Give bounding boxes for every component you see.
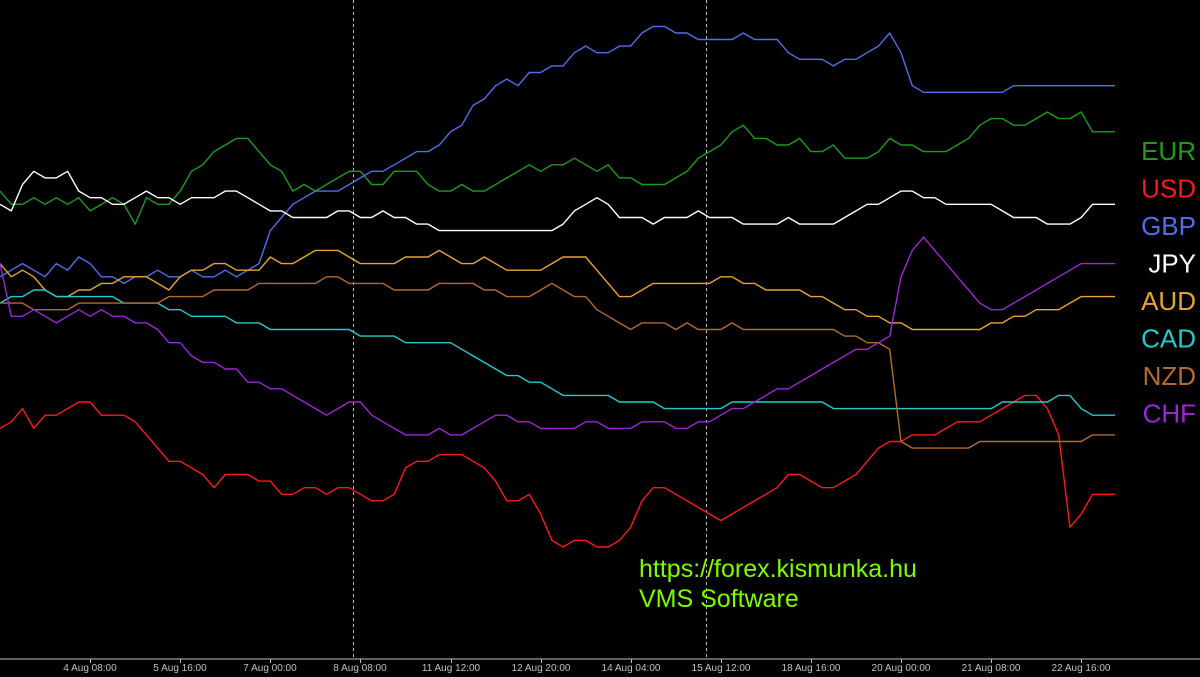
series-line-cad xyxy=(0,289,1115,416)
series-line-chf xyxy=(0,236,1115,436)
period-dividers xyxy=(353,0,707,659)
x-tick-label: 8 Aug 08:00 xyxy=(333,663,387,674)
legend-item-chf: CHF xyxy=(1143,399,1196,429)
watermark-company: VMS Software xyxy=(639,585,799,613)
series-line-jpy xyxy=(0,170,1115,232)
legend-item-jpy: JPY xyxy=(1148,249,1196,279)
series-line-aud xyxy=(0,249,1115,331)
x-tick-label: 7 Aug 00:00 xyxy=(243,663,297,674)
legend-item-gbp: GBP xyxy=(1141,211,1196,241)
x-tick-label: 14 Aug 04:00 xyxy=(602,663,661,674)
x-tick-label: 18 Aug 16:00 xyxy=(782,663,841,674)
legend-item-aud: AUD xyxy=(1141,286,1196,316)
watermark-url: https://forex.kismunka.hu xyxy=(639,555,917,583)
x-tick-label: 21 Aug 08:00 xyxy=(962,663,1021,674)
series-line-eur xyxy=(0,111,1115,225)
x-tick-label: 15 Aug 12:00 xyxy=(692,663,751,674)
legend-item-eur: EUR xyxy=(1141,136,1196,166)
legend-item-cad: CAD xyxy=(1141,324,1196,354)
series-line-nzd xyxy=(0,276,1115,449)
series-line-usd xyxy=(0,394,1115,548)
x-axis: 4 Aug 08:00 5 Aug 16:00 7 Aug 00:00 8 Aug 0… xyxy=(0,658,1200,674)
x-tick-label: 22 Aug 16:00 xyxy=(1052,663,1111,674)
x-tick-label: 12 Aug 20:00 xyxy=(512,663,571,674)
legend-item-usd: USD xyxy=(1141,174,1196,204)
x-tick-label: 11 Aug 12:00 xyxy=(422,663,481,674)
legend-item-nzd: NZD xyxy=(1143,361,1196,391)
x-axis-ticks: 4 Aug 08:00 5 Aug 16:00 7 Aug 00:00 8 Aug 0… xyxy=(63,659,1111,674)
legend: EUR USD GBP JPY AUD CAD NZD CHF xyxy=(1141,136,1196,429)
watermark: https://forex.kismunka.hu VMS Software xyxy=(639,555,917,613)
x-tick-label: 20 Aug 00:00 xyxy=(872,663,931,674)
series-lines xyxy=(0,25,1115,548)
x-tick-label: 4 Aug 08:00 xyxy=(63,663,117,674)
x-tick-label: 5 Aug 16:00 xyxy=(153,663,207,674)
